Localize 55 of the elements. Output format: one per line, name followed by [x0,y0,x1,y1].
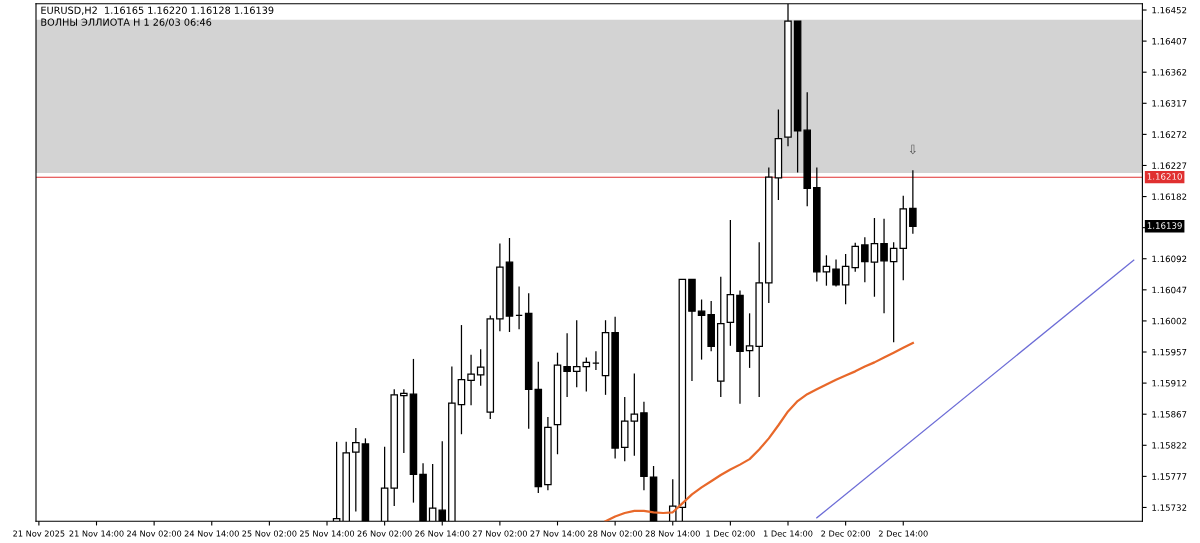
candlestick [630,372,639,457]
candlestick [352,427,360,513]
y-tick-label: 1.16407 [1152,37,1187,45]
x-tick-label: 21 Nov 2025 [13,530,65,537]
line-series [604,341,914,522]
text: 1.16139 [1147,222,1182,229]
candlestick [467,354,475,406]
y-tick-label: 1.16182 [1152,193,1187,200]
candlestick [832,258,840,288]
text: ВОЛНЫ ЭЛЛИОТА Н 1 26/03 06:46 [41,18,212,27]
annotation: ⇩ [909,144,916,155]
chart-title: EURUSD,H2 1.16165 1.16220 1.16128 1.16139 [41,6,274,15]
candlestick [822,254,831,287]
y-tick-label: 1.16362 [1152,69,1187,76]
y-tick-label: 1.15867 [1152,411,1187,418]
candlestick [438,440,447,522]
x-tick-label: 27 Nov 14:00 [530,530,585,537]
x-tick-label: 24 Nov 14:00 [184,530,239,537]
candlestick [880,218,888,314]
y-tick-label: 1.16092 [1152,255,1187,263]
x-tick-label: 25 Nov 14:00 [299,530,355,537]
candlestick [909,169,917,235]
candlestick [745,312,754,369]
x-tick-label: 1 Dec 02:00 [706,530,755,537]
y-tick-label: 1.15822 [1152,442,1187,449]
y-tick-label: 1.15732 [1152,504,1187,511]
x-tick-label: 28 Nov 02:00 [588,530,643,537]
x-tick-label: 21 Nov 14:00 [69,530,124,537]
candlestick [841,253,850,305]
candlestick [889,241,898,343]
y-tick-label: 1.15912 [1152,379,1187,387]
x-tick-label: 27 Nov 02:00 [472,530,527,537]
x-tick-label: 25 Nov 02:00 [242,530,297,537]
candlestick [851,242,860,273]
y-tick-label: 1.16047 [1152,286,1187,294]
y-tick-label: 1.16227 [1152,162,1187,169]
candlestick [400,388,408,454]
candlestick [870,217,879,298]
x-tick-label: 26 Nov 14:00 [415,530,470,537]
y-tick-label: 1.15957 [1152,348,1187,356]
x-tick-label: 2 Dec 14:00 [878,530,928,537]
candlestick [861,236,869,283]
y-tick-label: 1.16272 [1152,131,1187,138]
y-tick-label: 1.16452 [1152,6,1187,14]
candlestick [697,298,706,361]
y-tick-label: 1.16002 [1152,317,1187,325]
y-tick-label: 1.16317 [1152,100,1187,107]
x-tick-label: 2 Dec 02:00 [821,530,871,537]
y-tick-label: 1.15777 [1152,473,1187,480]
x-tick-label: 24 Nov 02:00 [127,530,182,537]
x-tick-label: 28 Nov 14:00 [645,530,700,537]
x-tick-label: 26 Nov 02:00 [357,530,412,537]
candlestick [563,332,571,398]
x-tick-label: 1 Dec 14:00 [763,530,813,537]
ref-line-label: 1.16210 [1147,173,1182,180]
